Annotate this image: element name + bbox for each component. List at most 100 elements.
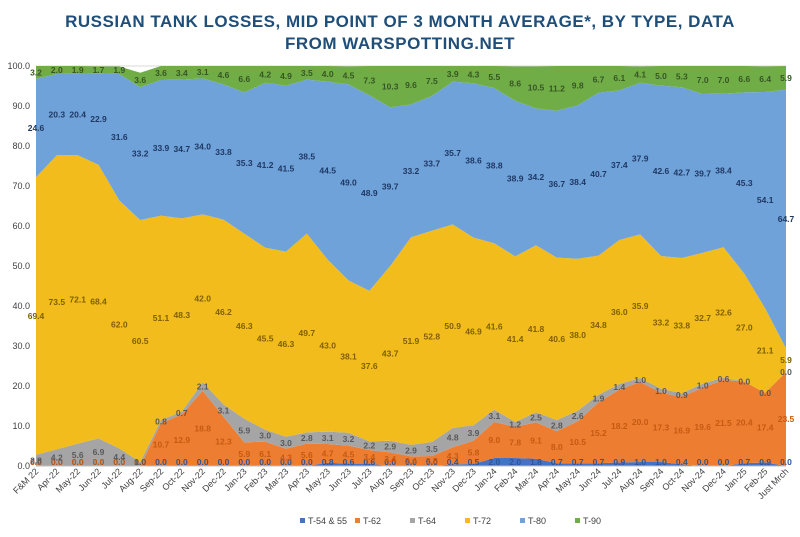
data-label: 18.8 (194, 423, 211, 433)
data-label: 0.0 (426, 457, 438, 467)
data-label: 0.0 (738, 377, 750, 387)
data-label: 3.1 (322, 433, 334, 443)
data-label: 49.7 (299, 328, 316, 338)
x-tick-label: Sep-22 (138, 466, 166, 494)
data-label: 17.3 (653, 422, 670, 432)
legend-label: T-64 (418, 516, 436, 526)
legend-label: T-80 (528, 516, 546, 526)
data-label: 3.0 (280, 438, 292, 448)
data-label: 17.4 (757, 423, 774, 433)
x-tick-label: Mar-24 (513, 466, 540, 493)
data-label: 0.0 (238, 457, 250, 467)
data-label: 4.5 (343, 70, 355, 80)
data-label: 6.1 (613, 73, 625, 83)
data-label: 1.4 (613, 382, 625, 392)
data-label: 38.6 (465, 155, 482, 165)
data-label: 35.7 (444, 148, 461, 158)
y-tick-label: 30.0 (12, 341, 30, 351)
data-label: 1.7 (93, 65, 105, 75)
data-label: 0.8 (155, 417, 167, 427)
data-label: 0.0 (30, 457, 42, 467)
data-label: 0.0 (93, 457, 105, 467)
y-tick-label: 10.0 (12, 421, 30, 431)
legend-label: T-72 (473, 516, 491, 526)
data-label: 38.4 (569, 177, 586, 187)
data-label: 1.0 (634, 375, 646, 385)
data-label: 33.2 (132, 149, 149, 159)
data-label: 3.4 (176, 68, 188, 78)
data-label: 73.5 (49, 297, 66, 307)
data-label: 3.1 (197, 67, 209, 77)
data-label: 9.8 (572, 81, 584, 91)
data-label: 0.7 (738, 457, 750, 467)
data-label: 18.2 (611, 421, 628, 431)
data-label: 46.9 (465, 326, 482, 336)
data-label: 2.5 (426, 456, 438, 466)
data-label: 0.7 (551, 457, 563, 467)
area-t-72 (36, 155, 786, 462)
x-tick-label: Jun-23 (326, 466, 353, 493)
data-label: 33.7 (424, 158, 441, 168)
data-label: 0.4 (447, 457, 459, 467)
x-tick-label: Mar-23 (263, 466, 290, 493)
data-label: 42.7 (674, 168, 691, 178)
data-label: 48.3 (174, 310, 191, 320)
data-label: 0.0 (697, 457, 709, 467)
data-label: 3.4 (384, 454, 396, 464)
data-label: 9.0 (488, 435, 500, 445)
data-label: 37.4 (611, 160, 628, 170)
data-label: 9.6 (405, 80, 417, 90)
data-label: 5.3 (676, 72, 688, 82)
data-label: 20.4 (736, 417, 753, 427)
data-label: 45.5 (257, 334, 274, 344)
data-label: 38.8 (486, 161, 503, 171)
y-tick-label: 40.0 (12, 301, 30, 311)
data-label: 46.3 (236, 321, 253, 331)
data-label: 45.3 (736, 178, 753, 188)
data-label: 31.6 (111, 132, 128, 142)
data-label: 5.8 (468, 447, 480, 457)
x-tick-label: Jun-24 (576, 466, 603, 493)
data-label: 2.8 (301, 433, 313, 443)
data-label: 0.8 (322, 457, 334, 467)
data-label: 6.7 (593, 74, 605, 84)
data-label: 0.0 (176, 457, 188, 467)
data-label: 8.0 (551, 442, 563, 452)
data-label: 36.7 (549, 179, 566, 189)
data-label: 44.5 (319, 166, 336, 176)
data-label: 0.0 (113, 457, 125, 467)
data-label: 3.1 (218, 406, 230, 416)
data-label: 0.0 (259, 457, 271, 467)
data-label: 2.0 (51, 65, 63, 75)
data-label: 68.4 (90, 297, 107, 307)
data-label: 41.8 (528, 324, 545, 334)
x-tick-label: Sep-24 (638, 466, 666, 494)
data-labels: 0.0 0.0 0.0 0.0 0.0 0.0 0.0 0.0 0.0 0.0 0.0 0.0 0.0 0… (28, 65, 795, 467)
data-label: 0.0 (718, 457, 730, 467)
data-label: 33.8 (674, 321, 691, 331)
data-label: 10.7 (153, 440, 170, 450)
data-label: 4.5 (343, 450, 355, 460)
data-label: 20.3 (49, 110, 66, 120)
data-label: 27.0 (736, 323, 753, 333)
data-label: 0.0 (113, 457, 125, 467)
data-label: 5.9 (780, 73, 792, 83)
data-label: 69.4 (28, 311, 45, 321)
data-label: 33.2 (653, 317, 670, 327)
data-label: 3.2 (30, 67, 42, 77)
area-t-90 (36, 66, 786, 111)
data-label: 38.4 (715, 165, 732, 175)
data-label: 1.0 (655, 457, 667, 467)
data-label: 41.6 (486, 321, 503, 331)
x-tick-label: Dec-24 (700, 466, 728, 494)
data-label: 4.3 (447, 451, 459, 461)
data-label: 2.9 (405, 446, 417, 456)
legend-swatch (465, 518, 470, 523)
data-label: 4.3 (468, 70, 480, 80)
data-label: 0.0 (72, 457, 84, 467)
data-label: 38.0 (569, 330, 586, 340)
data-label: 4.3 (280, 452, 292, 462)
data-label: 38.5 (299, 152, 316, 162)
data-label: 40.6 (549, 334, 566, 344)
